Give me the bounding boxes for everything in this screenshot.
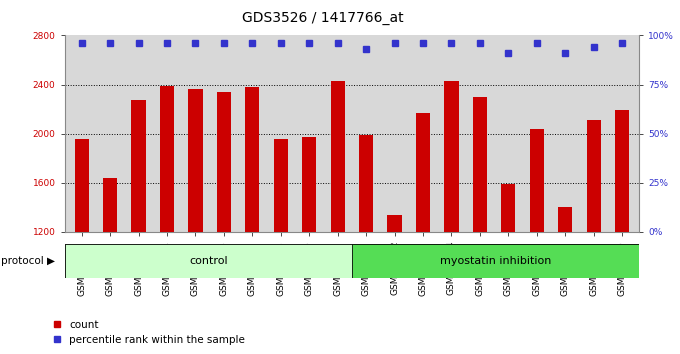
Bar (587, 120, 601, 354)
Bar (352, 244, 639, 278)
Bar (245, 87, 260, 354)
Bar (160, 86, 174, 354)
Bar (615, 110, 629, 354)
Bar (330, 81, 345, 354)
Bar (530, 129, 544, 354)
Bar (273, 138, 288, 354)
Bar (359, 135, 373, 354)
Bar (473, 97, 487, 354)
Text: protocol ▶: protocol ▶ (1, 256, 55, 266)
Bar (558, 207, 573, 354)
Bar (217, 92, 231, 354)
Bar (501, 184, 515, 354)
Bar (302, 137, 316, 354)
Bar (103, 178, 117, 354)
Text: myostatin inhibition: myostatin inhibition (440, 256, 551, 266)
Bar (75, 138, 89, 354)
Bar (131, 101, 146, 354)
Bar (188, 90, 203, 354)
Legend: count, percentile rank within the sample: count, percentile rank within the sample (53, 320, 245, 345)
Bar (416, 113, 430, 354)
Bar (65, 244, 352, 278)
Bar (388, 215, 402, 354)
Text: control: control (189, 256, 228, 266)
Bar (444, 81, 458, 354)
Text: GDS3526 / 1417766_at: GDS3526 / 1417766_at (242, 11, 404, 25)
